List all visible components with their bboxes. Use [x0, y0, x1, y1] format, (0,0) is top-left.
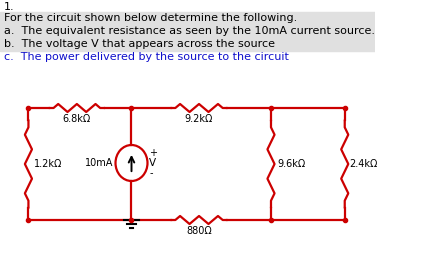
- Text: b.  The voltage V that appears across the source: b. The voltage V that appears across the…: [3, 39, 275, 49]
- Text: For the circuit shown below determine the following.: For the circuit shown below determine th…: [3, 13, 297, 23]
- Text: c.  The power delivered by the source to the circuit: c. The power delivered by the source to …: [3, 52, 288, 62]
- Bar: [0, 12, 375, 25]
- Text: a.  The equivalent resistance as seen by the 10mA current source.: a. The equivalent resistance as seen by …: [3, 26, 375, 36]
- Text: 9.6kΩ: 9.6kΩ: [277, 159, 306, 169]
- Text: +: +: [149, 148, 157, 158]
- Text: 6.8kΩ: 6.8kΩ: [63, 114, 91, 124]
- Text: -: -: [149, 168, 153, 178]
- Text: V: V: [149, 158, 157, 168]
- Text: 1.2kΩ: 1.2kΩ: [34, 159, 62, 169]
- Text: 1.: 1.: [3, 2, 14, 12]
- Text: 880Ω: 880Ω: [186, 226, 212, 236]
- Text: 9.2kΩ: 9.2kΩ: [185, 114, 213, 124]
- Text: 2.4kΩ: 2.4kΩ: [349, 159, 378, 169]
- Bar: [0, 25, 375, 38]
- Bar: [0, 38, 375, 51]
- Text: 10mA: 10mA: [84, 158, 113, 168]
